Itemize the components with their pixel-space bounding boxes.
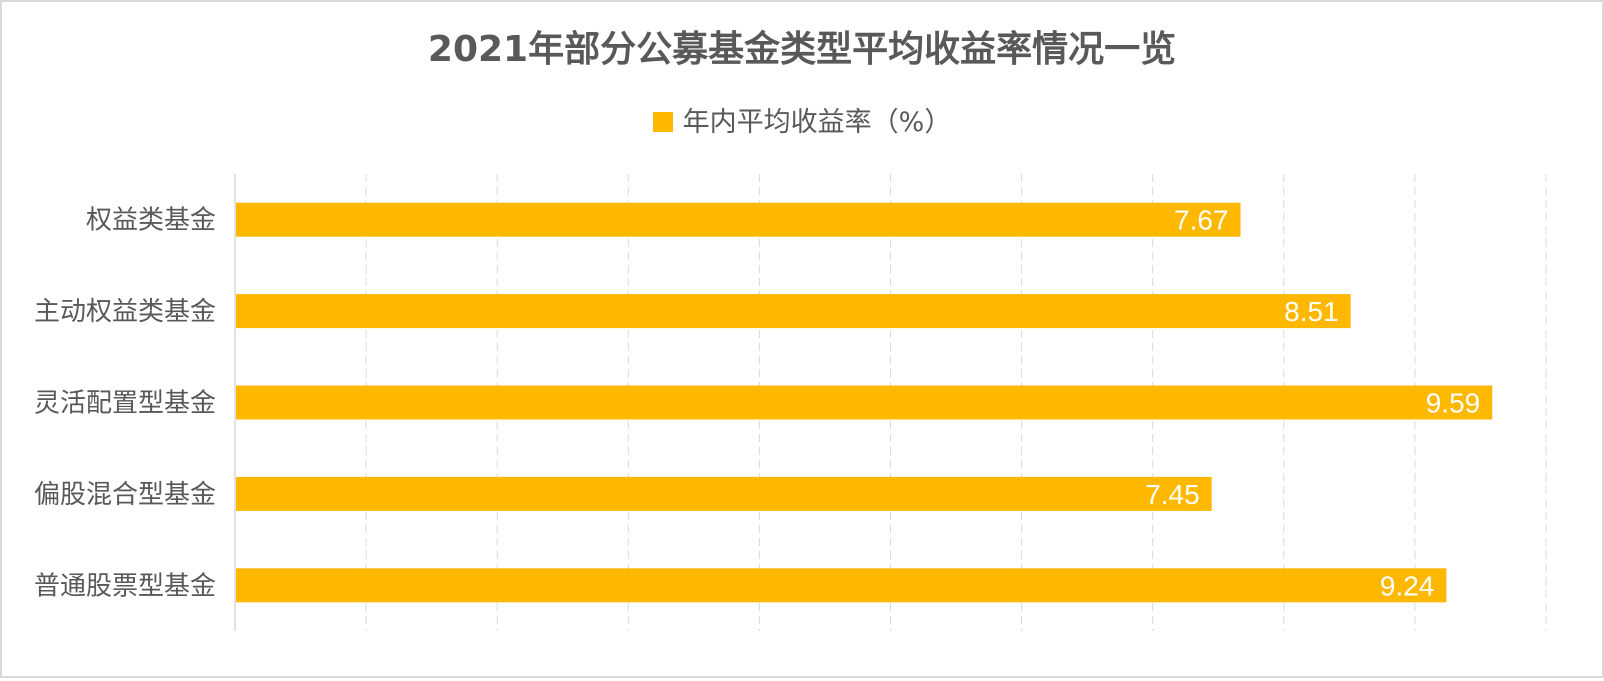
category-label: 权益类基金	[86, 206, 216, 236]
data-label: 7.67	[1174, 205, 1229, 236]
bar	[236, 385, 1493, 420]
legend-swatch	[652, 112, 673, 132]
chart-title: 2021年部分公募基金类型平均收益率情况一览	[427, 29, 1177, 70]
category-label: 普通股票型基金	[34, 571, 216, 601]
bar	[236, 568, 1447, 603]
legend: 年内平均收益率（%）	[0, 100, 1604, 139]
data-label: 9.59	[1426, 388, 1481, 419]
legend-label: 年内平均收益率（%）	[682, 107, 952, 138]
bar	[236, 476, 1212, 511]
data-label: 8.51	[1284, 296, 1339, 327]
data-label: 9.24	[1380, 570, 1435, 601]
category-label: 灵活配置型基金	[34, 389, 216, 419]
category-label: 主动权益类基金	[34, 297, 216, 327]
bar	[236, 294, 1351, 329]
bar	[236, 202, 1241, 237]
category-label: 偏股混合型基金	[34, 480, 216, 510]
data-label: 7.45	[1145, 479, 1200, 510]
